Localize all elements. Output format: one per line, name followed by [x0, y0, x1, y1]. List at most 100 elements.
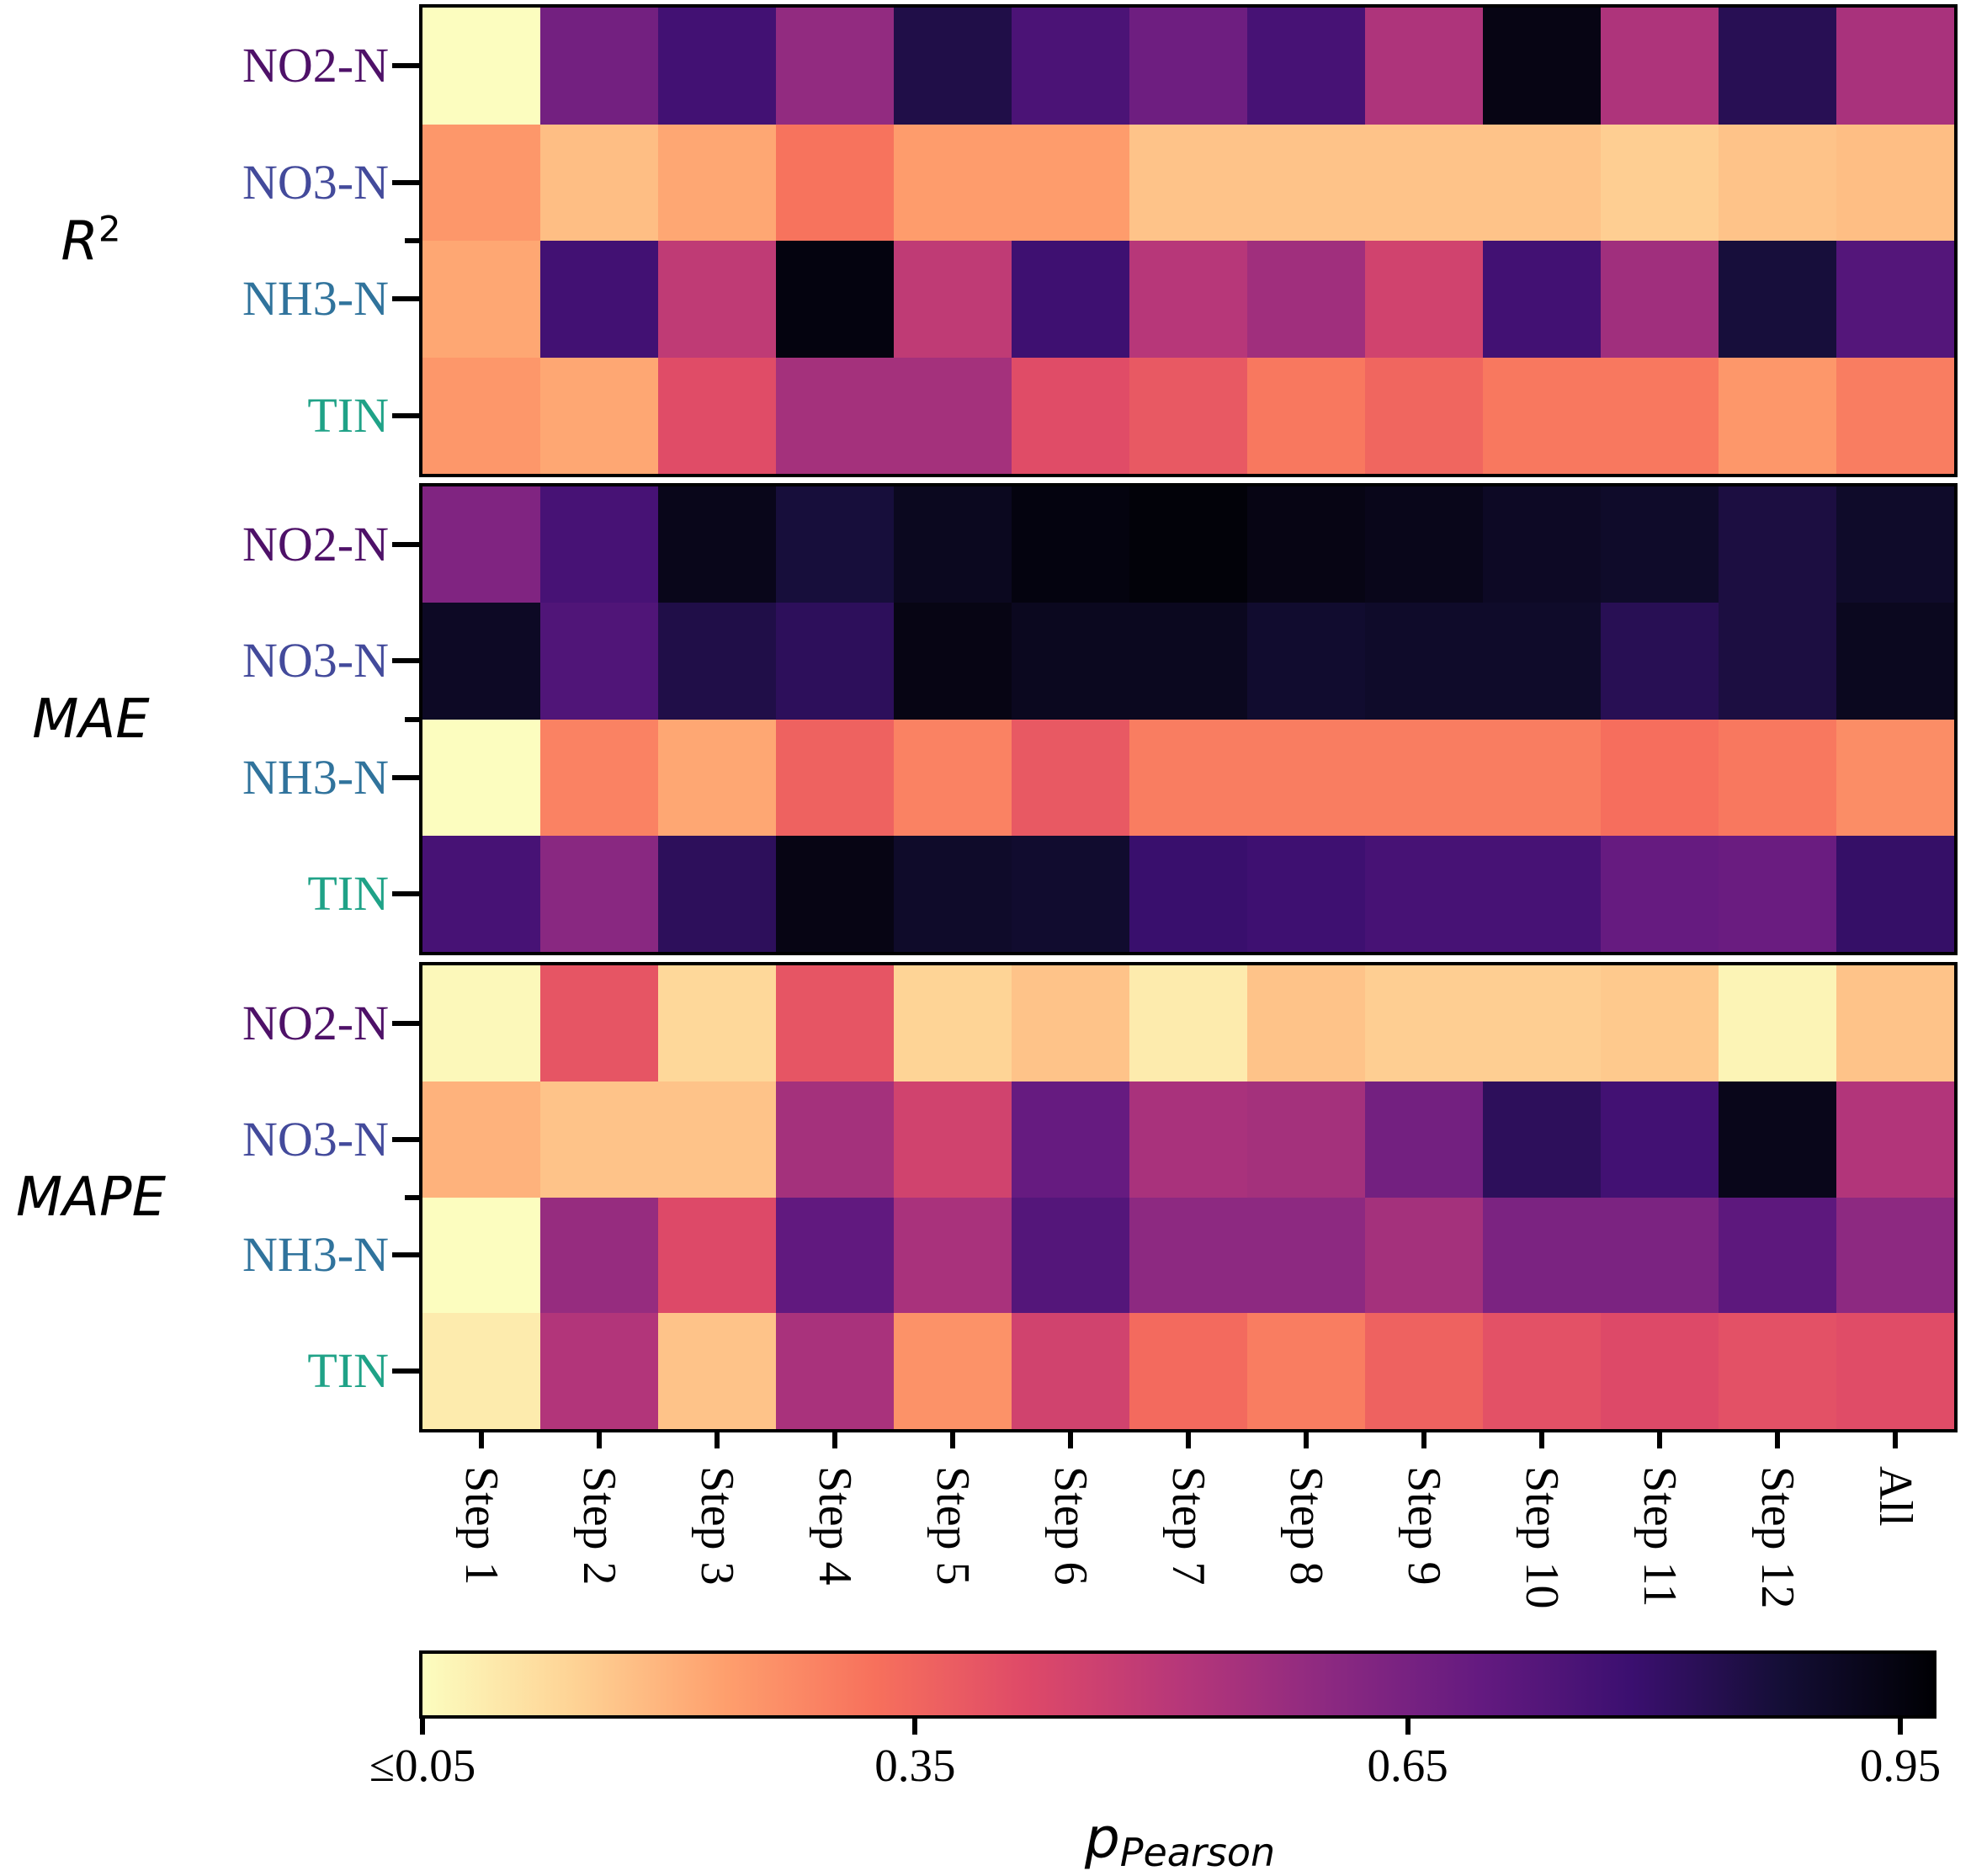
heatmap-cell-b0-r3-c5 — [1012, 357, 1129, 474]
y-tick-major — [392, 542, 419, 548]
heatmap-cell-b1-r0-c8 — [1365, 486, 1483, 603]
heatmap-cell-b0-r3-c11 — [1719, 357, 1836, 474]
heatmap-cell-b1-r0-c4 — [894, 486, 1012, 603]
heatmap-cell-b1-r0-c2 — [658, 486, 776, 603]
heatmap-cell-b2-r3-c9 — [1483, 1313, 1601, 1429]
heatmap-cell-b0-r0-c1 — [540, 8, 658, 125]
heatmap-cell-b1-r3-c3 — [776, 835, 894, 952]
heatmap-cell-b0-r2-c2 — [658, 241, 776, 358]
heatmap-cell-b2-r3-c3 — [776, 1313, 894, 1429]
heatmap-cell-b1-r3-c7 — [1247, 835, 1365, 952]
heatmap-cell-b1-r3-c0 — [422, 835, 540, 952]
heatmap-cell-b0-r2-c9 — [1483, 241, 1601, 358]
heatmap-cell-b1-r1-c5 — [1012, 603, 1129, 720]
x-label-step-7: Step 7 — [1162, 1466, 1214, 1586]
heatmap-cell-b0-r0-c6 — [1129, 8, 1247, 125]
heatmap-cell-b1-r1-c10 — [1601, 603, 1719, 720]
row-label-nh3-n: NH3-N — [242, 271, 389, 327]
x-tick-12 — [1893, 1432, 1898, 1448]
heatmap-cell-b0-r1-c8 — [1365, 124, 1483, 241]
y-tick-major — [392, 1020, 419, 1026]
heatmap-cell-b2-r1-c2 — [658, 1081, 776, 1198]
heatmap-cell-b2-r1-c8 — [1365, 1081, 1483, 1198]
heatmap-cell-b0-r2-c3 — [776, 241, 894, 358]
heatmap-grid-r2 — [422, 8, 1954, 474]
y-tick-minor — [405, 716, 419, 722]
heatmap-cell-b0-r3-c12 — [1836, 357, 1954, 474]
heatmap-cell-b2-r2-c7 — [1247, 1197, 1365, 1314]
x-label-step-4: Step 4 — [809, 1466, 861, 1586]
heatmap-cell-b0-r2-c8 — [1365, 241, 1483, 358]
heatmap-cell-b0-r3-c6 — [1129, 357, 1247, 474]
colorbar-tick-2 — [1405, 1717, 1411, 1735]
heatmap-cell-b1-r2-c10 — [1601, 719, 1719, 836]
heatmap-cell-b1-r2-c0 — [422, 719, 540, 836]
heatmap-block-mape — [419, 962, 1958, 1432]
heatmap-cell-b1-r2-c3 — [776, 719, 894, 836]
heatmap-cell-b2-r1-c12 — [1836, 1081, 1954, 1198]
heatmap-cell-b2-r1-c4 — [894, 1081, 1012, 1198]
heatmap-cell-b0-r3-c9 — [1483, 357, 1601, 474]
x-label-step-9: Step 9 — [1398, 1466, 1450, 1586]
heatmap-cell-b0-r3-c8 — [1365, 357, 1483, 474]
heatmap-cell-b0-r1-c4 — [894, 124, 1012, 241]
heatmap-cell-b0-r1-c9 — [1483, 124, 1601, 241]
heatmap-cell-b0-r2-c4 — [894, 241, 1012, 358]
x-label-step-5: Step 5 — [927, 1466, 979, 1586]
row-label-tin: TIN — [307, 865, 389, 921]
x-label-step-12: Step 12 — [1751, 1466, 1804, 1609]
heatmap-cell-b2-r0-c1 — [540, 965, 658, 1081]
heatmap-cell-b2-r0-c10 — [1601, 965, 1719, 1081]
heatmap-cell-b1-r0-c3 — [776, 486, 894, 603]
heatmap-cell-b0-r2-c5 — [1012, 241, 1129, 358]
colorbar-tick-label-3: 0.95 — [1859, 1740, 1942, 1791]
heatmap-cell-b0-r1-c2 — [658, 124, 776, 241]
x-tick-10 — [1657, 1432, 1662, 1448]
heatmap-cell-b1-r2-c5 — [1012, 719, 1129, 836]
heatmap-cell-b2-r2-c11 — [1719, 1197, 1836, 1314]
heatmap-cell-b1-r3-c10 — [1601, 835, 1719, 952]
heatmap-cell-b1-r3-c9 — [1483, 835, 1601, 952]
heatmap-cell-b2-r2-c8 — [1365, 1197, 1483, 1314]
x-label-step-10: Step 10 — [1516, 1466, 1568, 1609]
heatmap-cell-b1-r0-c12 — [1836, 486, 1954, 603]
row-label-tin: TIN — [307, 387, 389, 443]
heatmap-cell-b2-r0-c0 — [422, 965, 540, 1081]
heatmap-cell-b0-r0-c7 — [1247, 8, 1365, 125]
heatmap-cell-b0-r2-c1 — [540, 241, 658, 358]
heatmap-cell-b1-r3-c6 — [1129, 835, 1247, 952]
heatmap-cell-b2-r1-c10 — [1601, 1081, 1719, 1198]
heatmap-cell-b1-r2-c2 — [658, 719, 776, 836]
y-tick-major — [392, 1368, 419, 1374]
heatmap-cell-b2-r0-c8 — [1365, 965, 1483, 1081]
heatmap-cell-b2-r2-c4 — [894, 1197, 1012, 1314]
heatmap-cell-b0-r3-c2 — [658, 357, 776, 474]
heatmap-cell-b0-r2-c0 — [422, 241, 540, 358]
heatmap-cell-b2-r1-c11 — [1719, 1081, 1836, 1198]
heatmap-cell-b2-r3-c6 — [1129, 1313, 1247, 1429]
heatmap-cell-b2-r1-c9 — [1483, 1081, 1601, 1198]
heatmap-cell-b2-r3-c5 — [1012, 1313, 1129, 1429]
y-tick-major — [392, 1136, 419, 1142]
heatmap-cell-b1-r1-c2 — [658, 603, 776, 720]
heatmap-cell-b1-r3-c4 — [894, 835, 1012, 952]
y-tick-major — [392, 296, 419, 302]
heatmap-cell-b1-r0-c5 — [1012, 486, 1129, 603]
heatmap-cell-b2-r3-c8 — [1365, 1313, 1483, 1429]
heatmap-cell-b0-r3-c1 — [540, 357, 658, 474]
heatmap-cell-b0-r2-c10 — [1601, 241, 1719, 358]
heatmap-cell-b2-r3-c11 — [1719, 1313, 1836, 1429]
heatmap-cell-b2-r1-c0 — [422, 1081, 540, 1198]
x-label-step-6: Step 6 — [1044, 1466, 1097, 1586]
heatmap-cell-b2-r1-c1 — [540, 1081, 658, 1198]
colorbar-tick-label-0: ≤0.05 — [369, 1740, 476, 1791]
heatmap-cell-b0-r3-c4 — [894, 357, 1012, 474]
y-tick-major — [392, 63, 419, 69]
heatmap-cell-b0-r0-c8 — [1365, 8, 1483, 125]
heatmap-cell-b2-r1-c5 — [1012, 1081, 1129, 1198]
row-label-tin: TIN — [307, 1343, 389, 1399]
y-tick-major — [392, 179, 419, 185]
heatmap-cell-b2-r0-c12 — [1836, 965, 1954, 1081]
heatmap-cell-b0-r0-c2 — [658, 8, 776, 125]
heatmap-cell-b2-r0-c11 — [1719, 965, 1836, 1081]
